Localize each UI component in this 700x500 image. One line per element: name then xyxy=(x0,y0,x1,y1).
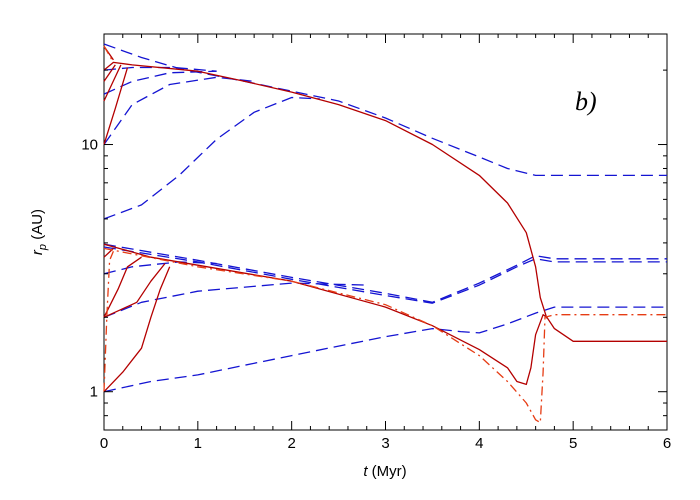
y-tick-label: 10 xyxy=(81,137,98,154)
series-line-solid-17 xyxy=(103,256,142,318)
series-line-dashed-2 xyxy=(103,66,217,72)
y-axis-label: rp (AU) xyxy=(29,209,49,255)
series-line-solid-14 xyxy=(103,64,122,102)
series-line-dashed-9 xyxy=(103,282,367,318)
series-line-dashdot-21 xyxy=(103,45,114,63)
series-line-dashdot-23 xyxy=(103,247,667,424)
series-line-dashed-10 xyxy=(103,306,667,393)
series-line-dashed-6 xyxy=(103,243,667,303)
series-line-dashed-1 xyxy=(103,43,667,177)
series-line-dashed-4 xyxy=(103,76,255,145)
y-tick-label: 1 xyxy=(90,384,98,401)
series-line-solid-19 xyxy=(103,266,171,393)
panel-label: b) xyxy=(575,87,597,116)
x-tick-label: 5 xyxy=(569,435,577,452)
series-line-solid-11 xyxy=(103,61,548,319)
series-line-dashed-7 xyxy=(103,246,667,304)
tick-layer: 0 1 2 3 4 5 6 1 10 xyxy=(81,34,671,452)
x-axis-label: t (Myr) xyxy=(363,463,406,480)
series-line-solid-13 xyxy=(103,64,116,82)
series-line-dashed-8 xyxy=(103,261,217,275)
series-line-dashed-5 xyxy=(103,96,320,220)
series-line-dashdot-22 xyxy=(103,251,114,392)
x-tick-label: 2 xyxy=(287,435,295,452)
x-tick-label: 0 xyxy=(100,435,108,452)
series-line-solid-15 xyxy=(103,67,129,145)
series-line-solid-18 xyxy=(103,263,166,318)
x-tick-label: 6 xyxy=(663,435,671,452)
x-tick-label: 1 xyxy=(194,435,202,452)
series-layer xyxy=(103,43,667,424)
series-line-dashed-3 xyxy=(103,70,217,95)
x-tick-label: 4 xyxy=(475,435,483,452)
x-tick-label: 3 xyxy=(381,435,389,452)
